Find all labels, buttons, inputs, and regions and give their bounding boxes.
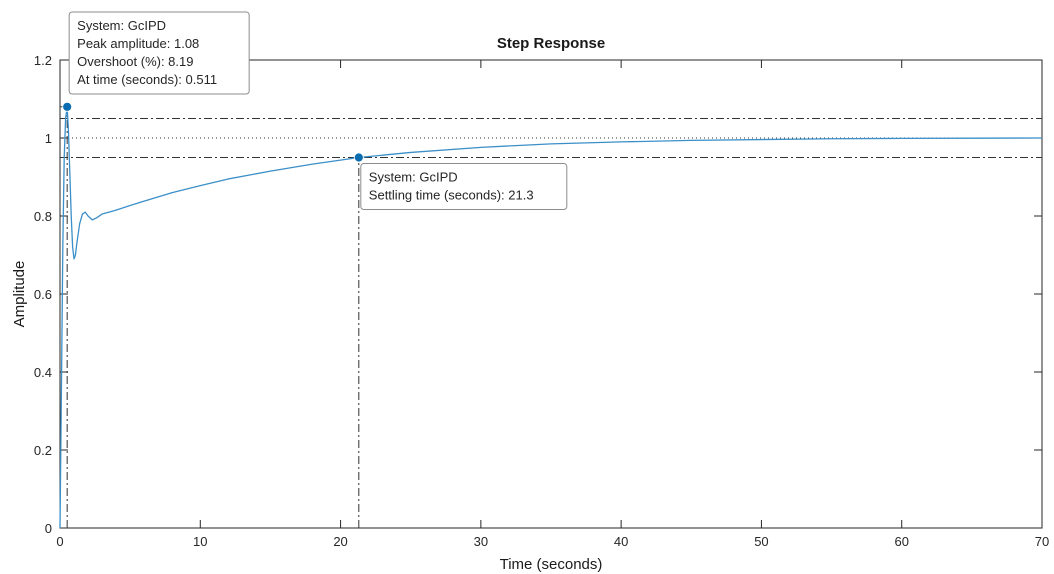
datatip-marker bbox=[353, 152, 364, 163]
x-tick-label: 0 bbox=[56, 534, 63, 549]
x-tick-label: 20 bbox=[333, 534, 347, 549]
x-tick-label: 40 bbox=[614, 534, 628, 549]
datatip: System: GcIPD Peak amplitude: 1.08 Oversho… bbox=[68, 11, 250, 95]
datatip-line: Peak amplitude: 1.08 bbox=[77, 36, 199, 51]
chart-title: Step Response bbox=[497, 35, 605, 52]
series-line-gcipd bbox=[59, 106, 1043, 529]
x-tick-label: 70 bbox=[1035, 534, 1049, 549]
y-tick-label: 1 bbox=[45, 131, 52, 146]
datatip-line: System: GcIPD bbox=[77, 18, 166, 33]
x-tick-label: 50 bbox=[754, 534, 768, 549]
datatip: System: GcIPD Settling time (seconds): 21… bbox=[360, 163, 568, 210]
x-tick-label: 30 bbox=[474, 534, 488, 549]
datatip-box bbox=[68, 11, 250, 95]
y-tick-label: 0.8 bbox=[34, 209, 52, 224]
datatip-line: Settling time (seconds): 21.3 bbox=[369, 188, 534, 203]
datatip-marker bbox=[62, 101, 73, 112]
datatip-line: System: GcIPD bbox=[369, 170, 458, 185]
x-tick-label: 10 bbox=[193, 534, 207, 549]
x-tick-label: 60 bbox=[894, 534, 908, 549]
y-tick-label: 0.6 bbox=[34, 287, 52, 302]
x-axis-label: Time (seconds) bbox=[500, 556, 603, 573]
y-tick-label: 0.2 bbox=[34, 443, 52, 458]
y-tick-label: 0.4 bbox=[34, 365, 52, 380]
datatip-line: Overshoot (%): 8.19 bbox=[77, 54, 193, 69]
datatip-line: At time (seconds): 0.511 bbox=[77, 72, 217, 87]
datatip-box bbox=[360, 163, 568, 210]
y-tick-label: 0 bbox=[45, 521, 52, 536]
plot-area bbox=[59, 59, 1043, 529]
y-tick-label: 1.2 bbox=[34, 53, 52, 68]
y-axis-label: Amplitude bbox=[11, 261, 28, 328]
